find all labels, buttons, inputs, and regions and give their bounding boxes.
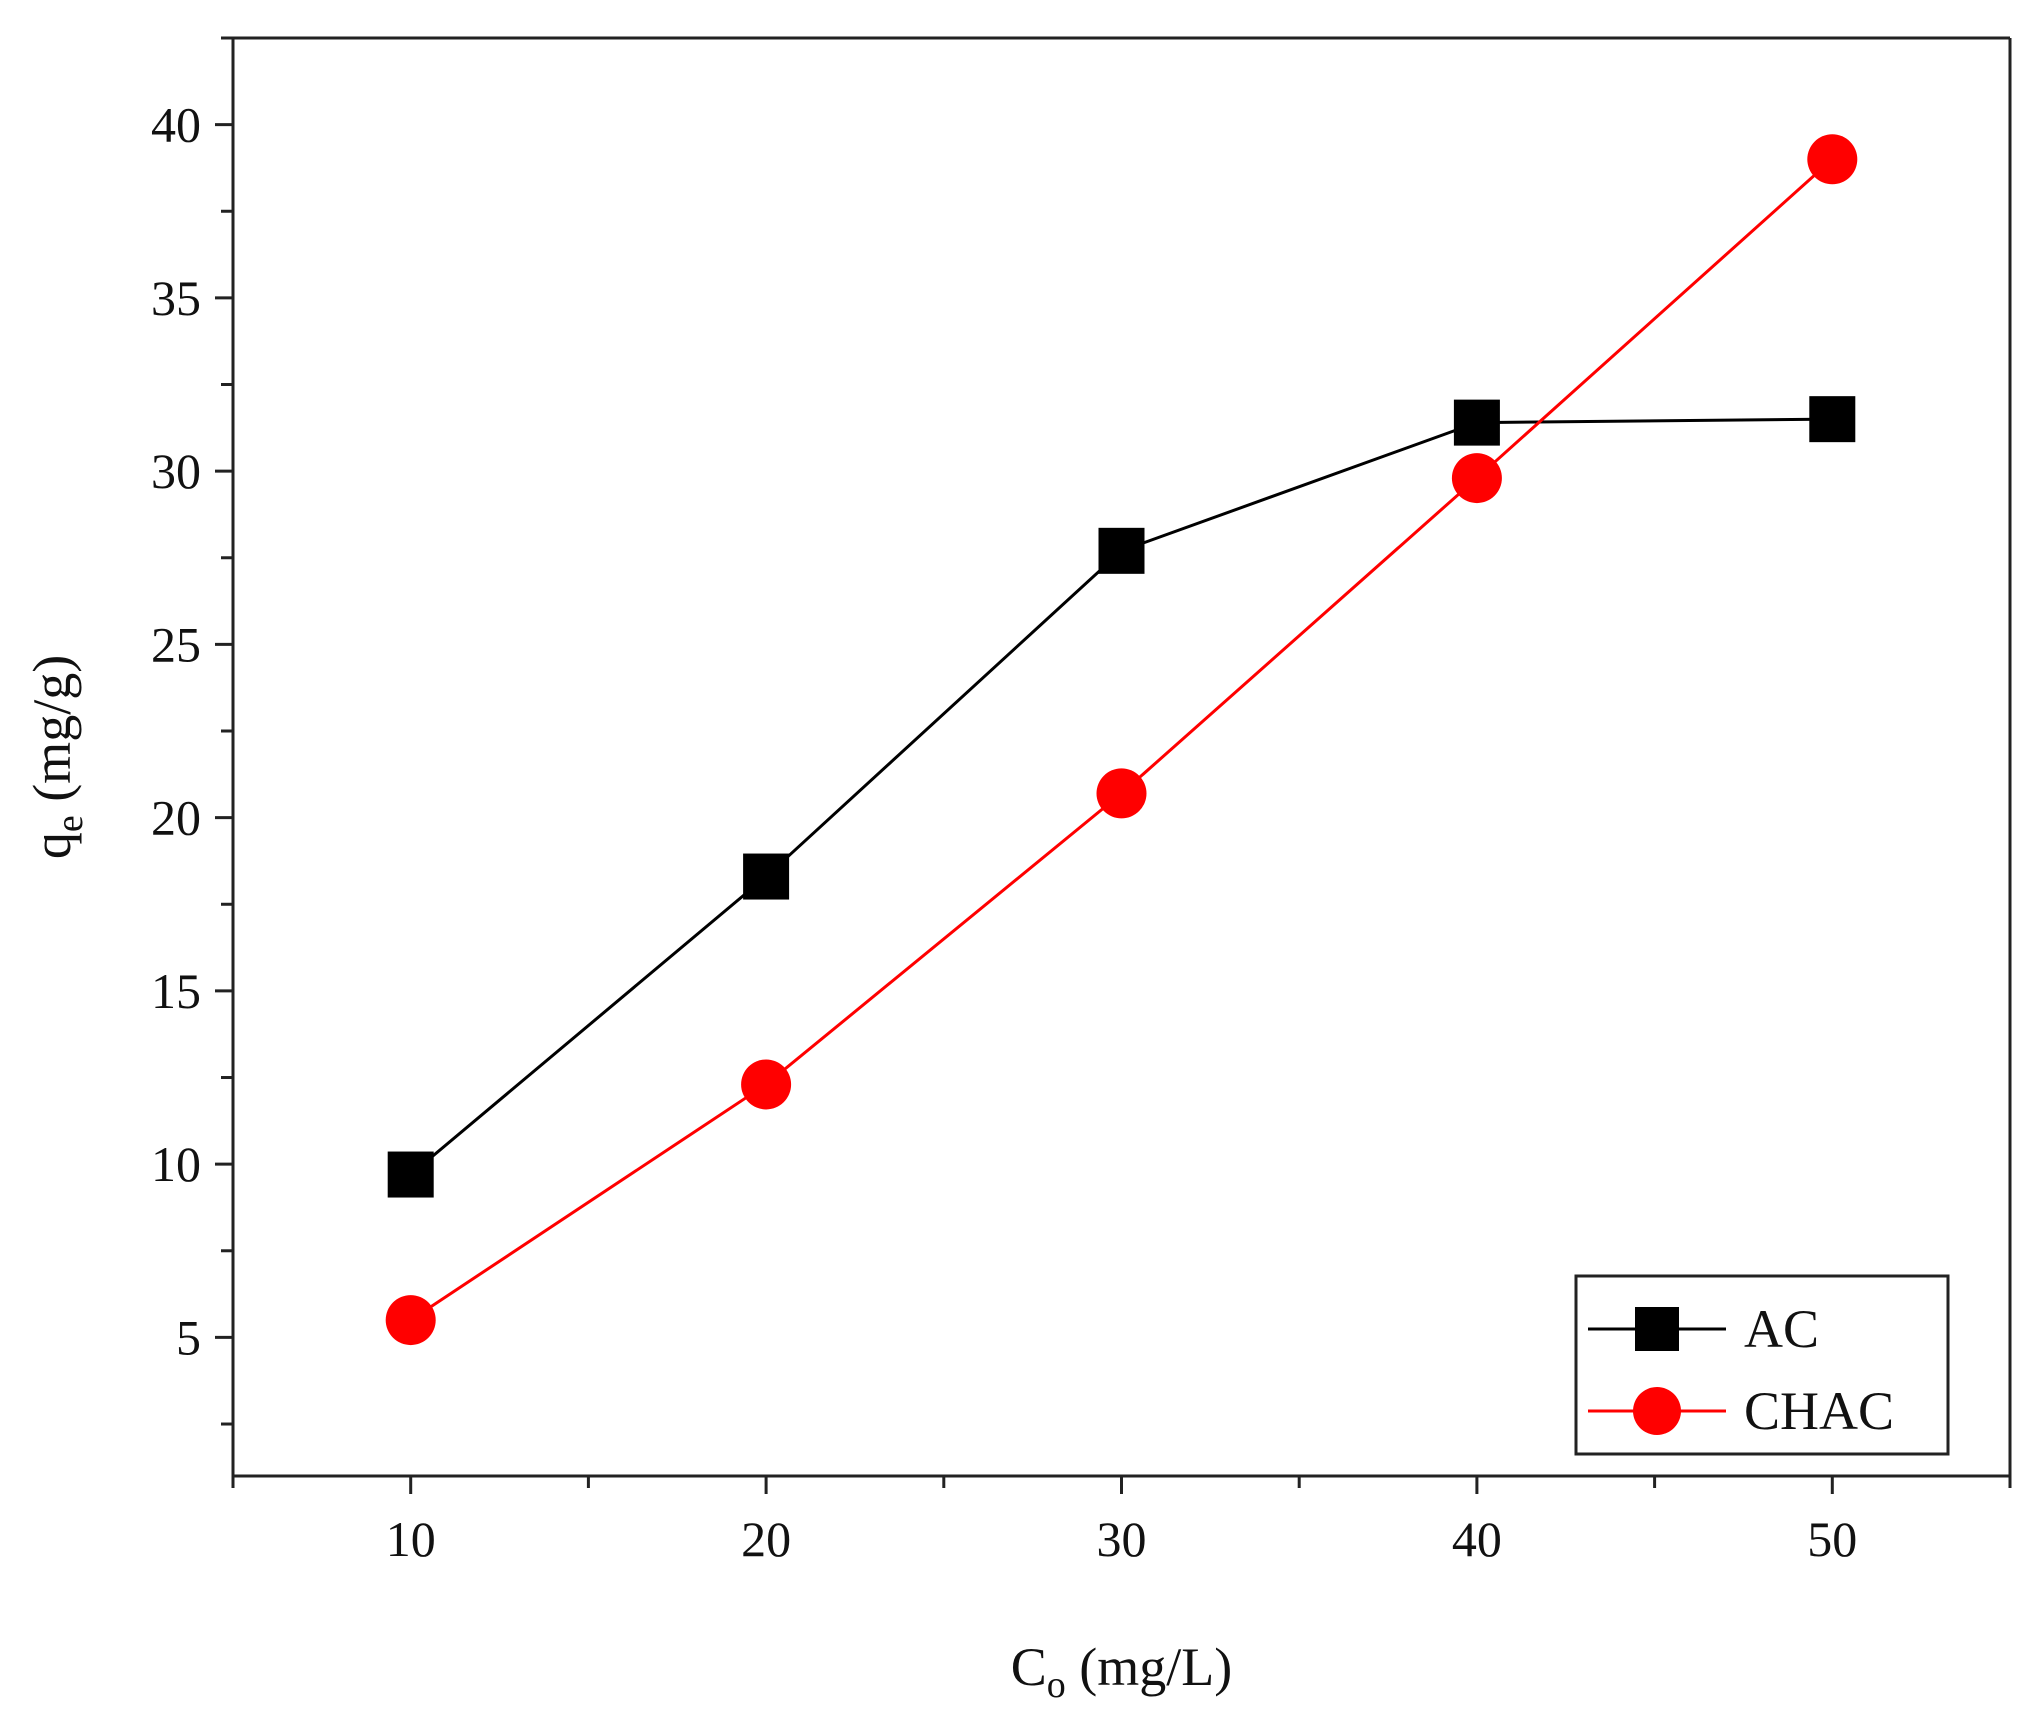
data-point [743, 853, 790, 900]
legend-label: AC [1744, 1299, 1819, 1359]
legend: AC CHAC [1574, 1274, 1950, 1456]
data-point [1453, 399, 1500, 446]
x-tick-label: 20 [741, 1511, 791, 1567]
data-point [1807, 134, 1858, 185]
data-point [387, 1151, 434, 1198]
x-axis-title: Co (mg/L) [1011, 1637, 1233, 1706]
series-line [409, 158, 1834, 1322]
data-point [1098, 527, 1145, 574]
y-tick-label: 40 [151, 97, 201, 153]
y-tick-label: 5 [176, 1309, 201, 1365]
x-tick-label: 30 [1097, 1511, 1147, 1567]
axes: 10 20 30 40 50 5 10 15 20 25 30 35 40 Co (mg/L) qe (mg… [22, 36, 2012, 1706]
y-tick-label: 25 [151, 616, 201, 672]
x-tick-label: 50 [1807, 1511, 1857, 1567]
series-layer [385, 134, 1858, 1346]
data-point [1096, 768, 1147, 819]
y-tick-label: 30 [151, 443, 201, 499]
legend-marker [1635, 1307, 1679, 1351]
legend-marker [1633, 1387, 1681, 1435]
data-point [1451, 453, 1502, 504]
y-axis-title: qe (mg/g) [22, 655, 91, 859]
data-point [385, 1295, 436, 1346]
x-tick-label: 10 [386, 1511, 436, 1567]
data-point [1809, 396, 1856, 443]
x-tick-label: 40 [1452, 1511, 1502, 1567]
y-tick-label: 15 [151, 963, 201, 1019]
y-tick-label: 35 [151, 270, 201, 326]
data-point [741, 1059, 792, 1110]
y-tick-label: 20 [151, 790, 201, 846]
legend-label: CHAC [1744, 1381, 1894, 1441]
y-tick-label: 10 [151, 1136, 201, 1192]
